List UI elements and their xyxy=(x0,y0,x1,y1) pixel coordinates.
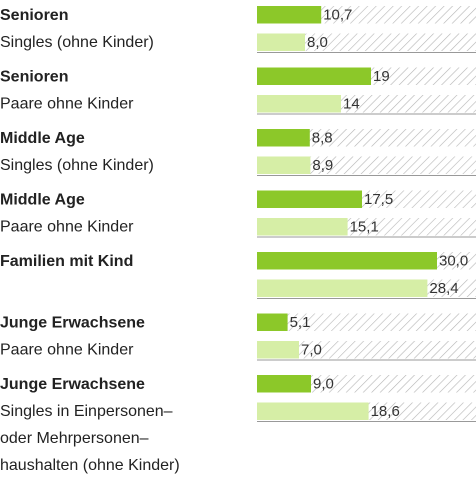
category-title: Junge Erwachsene xyxy=(0,315,145,332)
value-label: 7,0 xyxy=(301,342,322,359)
bar xyxy=(257,191,362,209)
category-title: Junge Erwachsene xyxy=(0,376,145,393)
bar xyxy=(257,314,288,332)
bar xyxy=(257,252,437,270)
value-label: 8,9 xyxy=(312,157,333,174)
value-label: 10,7 xyxy=(323,7,352,24)
value-label: 14 xyxy=(343,96,360,113)
chart: Senioren Singles (ohne Kinder) 10,7 8,0 Seni… xyxy=(0,0,476,479)
category-subtitle: Singles in Einpersonen– xyxy=(0,403,173,420)
category-title: Senioren xyxy=(0,7,68,24)
bar xyxy=(257,341,299,359)
bar xyxy=(257,403,369,421)
value-label: 28,4 xyxy=(429,280,458,297)
category-title: Familien mit Kind xyxy=(0,253,133,270)
category-subtitle: Singles (ohne Kinder) xyxy=(0,34,154,51)
value-label: 8,0 xyxy=(307,34,328,51)
category-subtitle: Paare ohne Kinder xyxy=(0,96,134,113)
bar xyxy=(257,6,321,24)
category-subtitle: oder Mehrpersonen– xyxy=(0,430,149,447)
bar xyxy=(257,129,310,147)
category-subtitle: haushalten (ohne Kinder) xyxy=(0,457,180,474)
value-label: 15,1 xyxy=(350,219,379,236)
category-title: Middle Age xyxy=(0,192,85,209)
category-subtitle: Paare ohne Kinder xyxy=(0,219,134,236)
category-title: Senioren xyxy=(0,69,68,86)
value-label: 30,0 xyxy=(439,253,468,270)
bar xyxy=(257,218,348,236)
bar xyxy=(257,375,311,393)
bar xyxy=(257,157,310,175)
value-label: 9,0 xyxy=(313,376,334,393)
category-subtitle: Paare ohne Kinder xyxy=(0,342,134,359)
value-label: 19 xyxy=(373,68,390,85)
bar xyxy=(257,95,341,113)
value-label: 8,8 xyxy=(312,130,333,147)
category-subtitle: Singles (ohne Kinder) xyxy=(0,157,154,174)
bar xyxy=(257,68,371,86)
bar xyxy=(257,34,305,52)
bar xyxy=(257,280,427,298)
value-label: 18,6 xyxy=(371,403,400,420)
value-label: 17,5 xyxy=(364,191,393,208)
category-title: Middle Age xyxy=(0,130,85,147)
value-label: 5,1 xyxy=(290,314,311,331)
